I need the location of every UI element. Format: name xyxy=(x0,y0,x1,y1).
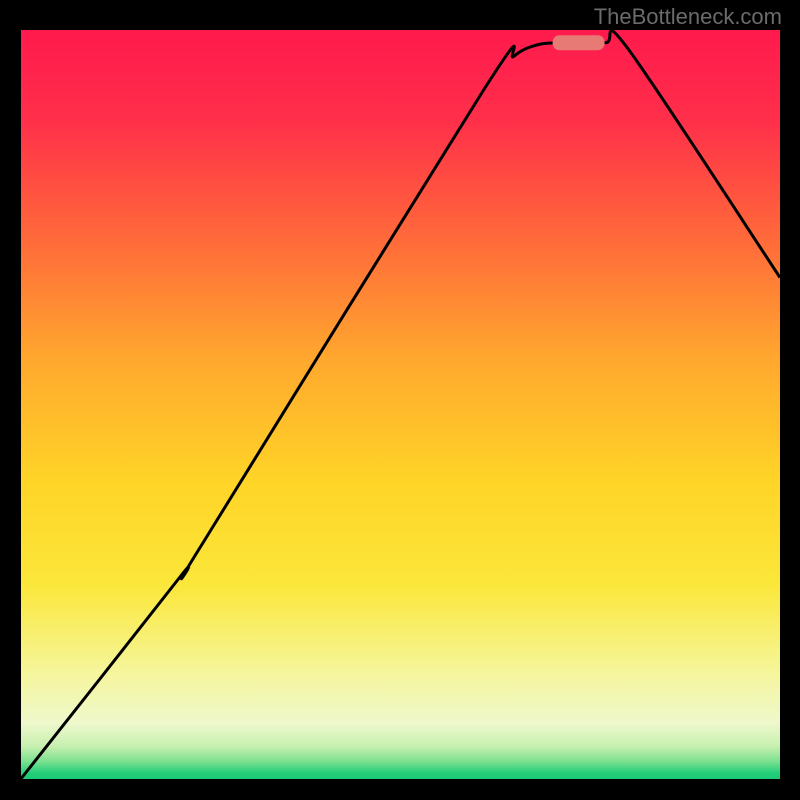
optimal-marker xyxy=(553,35,605,50)
bottleneck-chart xyxy=(0,0,800,800)
watermark-text: TheBottleneck.com xyxy=(594,4,782,30)
gradient-background xyxy=(20,30,780,780)
